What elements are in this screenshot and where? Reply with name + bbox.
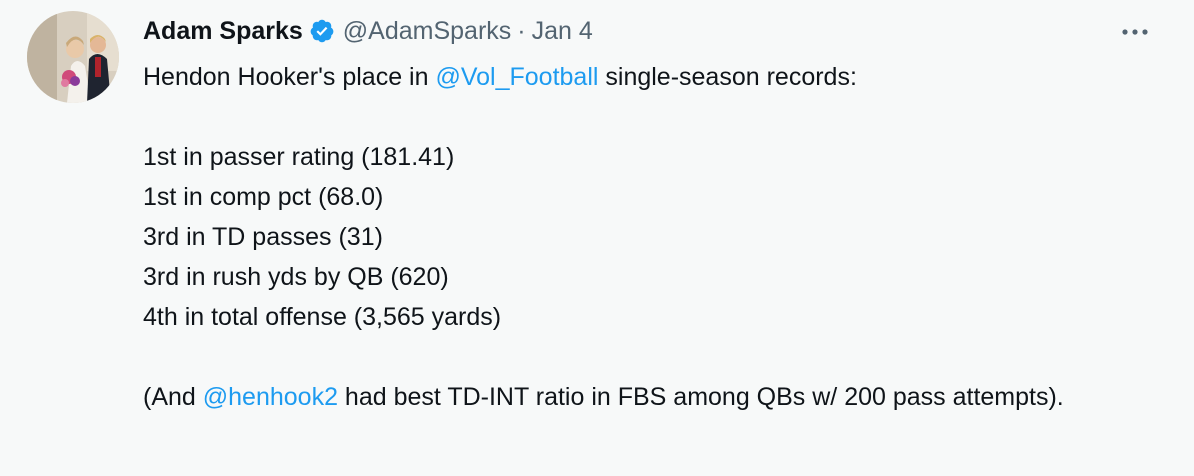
text-segment: Hendon Hooker's place in — [143, 63, 436, 91]
text-segment: 1st in comp pct (68.0) — [143, 183, 384, 211]
tweet-body: Hendon Hooker's place in @Vol_Football s… — [143, 57, 1118, 457]
paragraph: (And @henhook2 had best TD-INT ratio in … — [143, 377, 1118, 417]
text-line: 3rd in rush yds by QB (620) — [143, 257, 1118, 297]
mention-link[interactable]: @henhook2 — [202, 383, 338, 411]
paragraph: Hendon Hooker's place in @Vol_Football s… — [143, 57, 1118, 97]
text-segment: single-season records: — [598, 63, 857, 91]
mention-link[interactable]: @Vol_Football — [435, 63, 599, 91]
text-segment: had best TD-INT ratio in FBS among QBs w… — [337, 383, 1064, 411]
text-segment: 3rd in TD passes (31) — [143, 223, 383, 251]
text-segment: (And — [143, 383, 203, 411]
author-name[interactable]: Adam Sparks — [143, 16, 303, 45]
author-handle[interactable]: @AdamSparks — [342, 16, 512, 45]
paragraph: 1st in passer rating (181.41) 1st in comp… — [143, 137, 1118, 337]
verified-badge — [310, 19, 334, 43]
text-line: 1st in comp pct (68.0) — [143, 177, 1118, 217]
tweet-header: Adam Sparks @AdamSparks · Jan 4 — [143, 14, 593, 48]
more-button[interactable] — [1118, 20, 1152, 44]
text-segment: 1st in passer rating (181.41) — [143, 143, 455, 171]
text-line: 3rd in TD passes (31) — [143, 217, 1118, 257]
text-line: 1st in passer rating (181.41) — [143, 137, 1118, 177]
tweet-date[interactable]: Jan 4 — [531, 16, 593, 45]
text-line: Hendon Hooker's place in @Vol_Football s… — [143, 57, 1118, 97]
text-segment: 4th in total offense (3,565 yards) — [143, 303, 502, 331]
avatar[interactable] — [27, 11, 119, 103]
separator: · — [517, 16, 526, 45]
text-line: (And @henhook2 had best TD-INT ratio in … — [143, 377, 1118, 417]
text-segment: 3rd in rush yds by QB (620) — [143, 263, 449, 291]
text-line: 4th in total offense (3,565 yards) — [143, 297, 1118, 337]
